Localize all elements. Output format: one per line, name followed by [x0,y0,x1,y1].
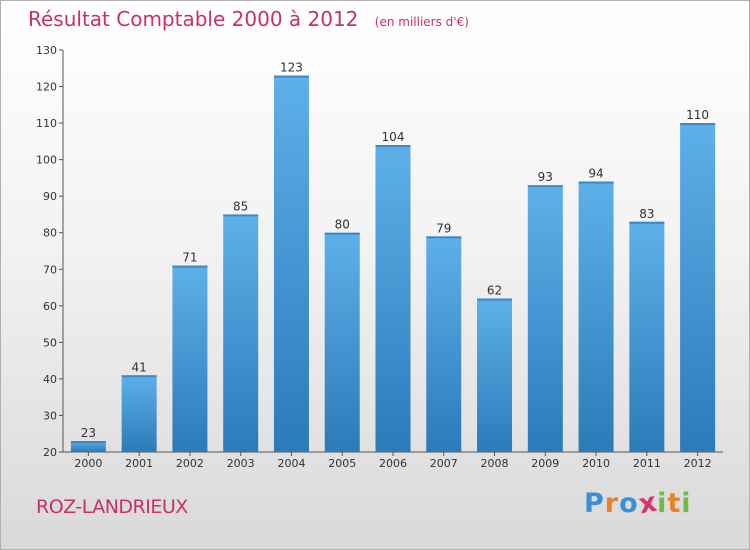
y-tick-label: 50 [43,336,57,349]
logo-letter: i [657,488,668,519]
bar-2011 [629,221,665,452]
y-tick-label: 70 [43,263,57,276]
y-tick-label: 40 [43,373,57,386]
bar-2010 [578,181,614,452]
x-tick-label: 2002 [176,457,204,470]
bar-cap [273,75,309,78]
y-tick-label: 130 [36,44,57,57]
bar-value-label: 93 [538,170,553,184]
bar-cap [121,375,157,378]
x-tick-label: 2000 [74,457,102,470]
bar-cap [527,185,563,188]
place-name: ROZ-LANDRIEUX [36,496,188,518]
title-text: Résultat Comptable 2000 à 2012 [28,7,359,31]
bar-value-label: 104 [382,130,405,144]
x-tick-label: 2004 [277,457,305,470]
bar-value-label: 110 [686,108,709,122]
title-unit: (en milliers d'€) [374,15,469,29]
bar-2005 [324,232,360,452]
x-tick-label: 2009 [531,457,559,470]
bar-cap [375,145,411,148]
y-tick-label: 30 [43,409,57,422]
y-tick-label: 60 [43,300,57,313]
logo-letter: r [604,488,620,519]
x-tick-label: 2006 [379,457,407,470]
bar-2012 [680,123,716,452]
bar-2004 [273,75,309,452]
bar-cap [578,181,614,184]
logo-letter: P [584,488,605,519]
bar-cap [629,221,665,224]
bar-2007 [426,236,462,452]
y-tick-label: 80 [43,227,57,240]
bar-cap [324,232,360,235]
bar-value-label: 85 [233,199,248,213]
x-tick-label: 2005 [328,457,356,470]
bar-cap [172,265,208,268]
bar-value-label: 41 [132,360,147,374]
bar-value-label: 83 [639,207,654,221]
bar-cap [680,123,716,126]
bar-2002 [172,265,208,452]
x-tick-label: 2003 [227,457,255,470]
bar-2006 [375,145,411,452]
y-tick-label: 100 [36,154,57,167]
bar-value-label: 62 [487,284,502,298]
bar-2003 [223,214,259,452]
y-tick-label: 90 [43,190,57,203]
x-tick-label: 2011 [633,457,661,470]
y-tick-label: 120 [36,81,57,94]
bar-2000 [70,441,106,452]
x-tick-label: 2010 [582,457,610,470]
bar-cap [477,298,513,301]
bar-value-label: 79 [436,221,451,235]
logo-letter: i [681,488,692,519]
proxiti-logo: Proxiti [584,487,692,521]
x-tick-label: 2007 [430,457,458,470]
x-tick-label: 2001 [125,457,153,470]
bar-2009 [527,185,563,452]
y-tick-label: 110 [36,117,57,130]
bar-value-label: 94 [588,167,603,181]
bar-value-label: 80 [335,218,350,232]
x-tick-label: 2008 [481,457,509,470]
bar-cap [223,214,259,217]
bar-value-label: 123 [280,61,303,75]
logo-letter: t [667,488,682,519]
bar-cap [70,441,106,444]
bar-2008 [477,298,513,452]
bar-cap [426,236,462,239]
logo-letter: o [619,488,639,519]
bar-value-label: 23 [81,426,96,440]
chart-title: Résultat Comptable 2000 à 2012 (en milli… [28,7,469,31]
x-tick-label: 2012 [684,457,712,470]
y-tick-label: 20 [43,446,57,459]
bar-2001 [121,375,157,452]
bar-value-label: 71 [182,251,197,265]
